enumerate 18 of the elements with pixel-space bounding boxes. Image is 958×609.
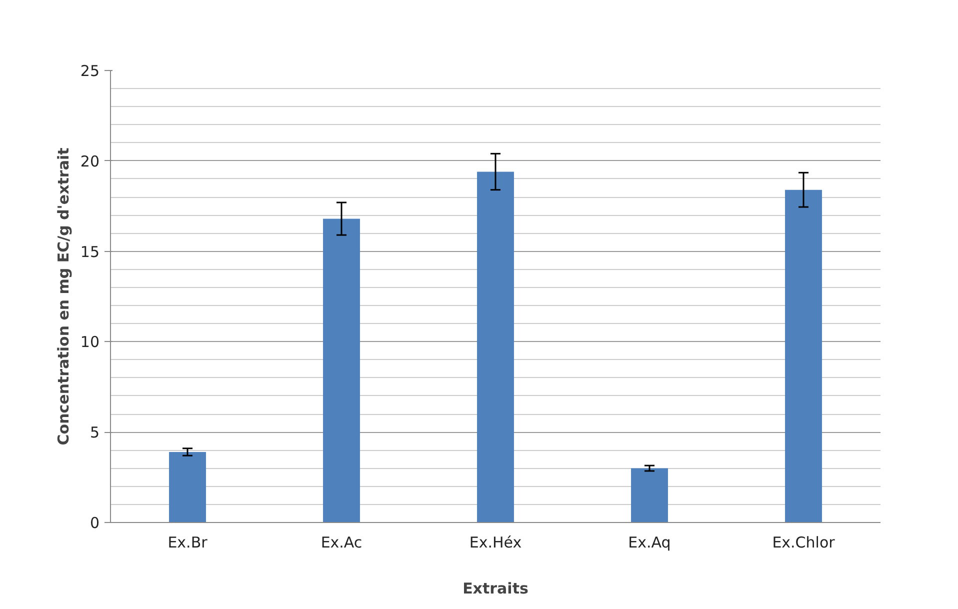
x-tick-label: Ex.Héx — [469, 534, 522, 552]
bar — [169, 452, 206, 522]
x-tick-label: Ex.Chlor — [772, 534, 836, 552]
x-tick-label: Ex.Ac — [320, 534, 362, 552]
bar — [477, 172, 514, 522]
y-tick-label: 10 — [80, 333, 100, 352]
x-axis-title: Extraits — [462, 580, 528, 598]
x-tick-label: Ex.Br — [168, 534, 208, 552]
y-tick-label: 15 — [80, 242, 100, 261]
y-tick-label: 0 — [90, 514, 100, 532]
y-tick-label: 5 — [90, 424, 100, 442]
bar — [323, 218, 360, 522]
y-tick-label: 20 — [80, 152, 100, 170]
y-tick-label: 25 — [80, 62, 100, 80]
bar — [631, 468, 668, 522]
bar — [785, 190, 822, 522]
x-tick-label: Ex.Aq — [628, 534, 671, 552]
y-axis-title: Concentration en mg EC/g d'extrait — [54, 148, 72, 446]
